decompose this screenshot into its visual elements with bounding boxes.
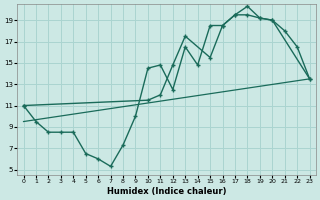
X-axis label: Humidex (Indice chaleur): Humidex (Indice chaleur): [107, 187, 226, 196]
